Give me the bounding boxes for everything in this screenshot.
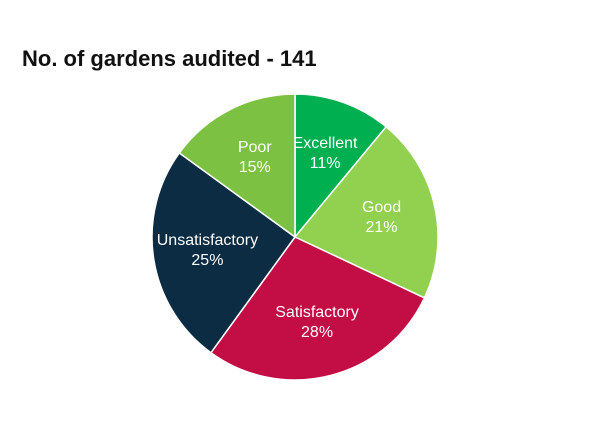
- pie-slice: [178, 93, 296, 239]
- slice-label: Good: [362, 199, 401, 216]
- chart-title: No. of gardens audited - 141: [22, 46, 317, 71]
- slice-label: Poor: [238, 139, 272, 156]
- pie-slice: [209, 236, 426, 381]
- pie-slice: [151, 151, 297, 354]
- slice-label: Satisfactory: [275, 304, 359, 321]
- slice-value-label: 11%: [310, 155, 341, 172]
- slice-value-label: 25%: [191, 252, 223, 269]
- pie-slice: [294, 93, 388, 240]
- slice-value-label: 15%: [239, 159, 271, 176]
- pie-slice: [293, 125, 439, 299]
- slice-label: Excellent: [293, 135, 358, 152]
- slice-label: Unsatisfactory: [157, 232, 258, 249]
- slice-value-label: 21%: [366, 219, 398, 236]
- slice-value-label: 28%: [301, 324, 333, 341]
